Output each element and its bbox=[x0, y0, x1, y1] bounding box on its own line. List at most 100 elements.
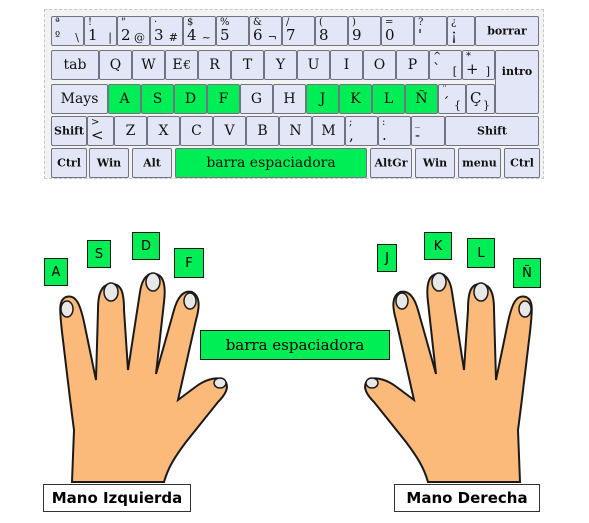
finger-label-left-index: F bbox=[174, 248, 204, 278]
key-row1-6: & 6 ¬ bbox=[249, 16, 282, 46]
key-spacebar: barra espaciadora bbox=[175, 148, 367, 178]
key-altgr-char: ~ bbox=[201, 31, 211, 44]
key-altgr-char: ¬ bbox=[267, 31, 277, 44]
key-row1-0: ª º \ bbox=[51, 16, 84, 46]
finger-label-right-middle: K bbox=[424, 232, 452, 260]
key-label: AltGr bbox=[374, 156, 408, 170]
key-label: Win bbox=[96, 156, 122, 170]
key-row3-3: F bbox=[207, 84, 240, 114]
key-label: H bbox=[283, 91, 296, 107]
key-menu: menu bbox=[458, 148, 501, 178]
key-label: R bbox=[209, 57, 220, 73]
key-top-char: % bbox=[220, 17, 230, 28]
key-top-char: ! bbox=[88, 17, 93, 28]
key-bottom-char: . bbox=[382, 126, 387, 144]
key-row3-4: G bbox=[240, 84, 273, 114]
key-top-char: * bbox=[466, 51, 471, 62]
key-top-char: > bbox=[91, 117, 100, 128]
key-bottom-char: + bbox=[466, 60, 479, 78]
key-bottom-char: 5 bbox=[220, 26, 230, 44]
right-fingernails bbox=[365, 272, 532, 389]
key-label: Alt bbox=[143, 156, 161, 170]
key-altgr: AltGr bbox=[370, 148, 412, 178]
key-row2-4: T bbox=[231, 50, 264, 80]
key-bottom-char: 6 bbox=[253, 26, 263, 44]
key-top-char: ( bbox=[319, 17, 323, 28]
key-top-char: ; bbox=[349, 117, 353, 128]
key-bottom-char: ` bbox=[433, 60, 441, 78]
key-row2-6: U bbox=[297, 50, 330, 80]
key-label: intro bbox=[501, 65, 533, 78]
key-row1-11: ? ' bbox=[414, 16, 447, 46]
key-row2-0: Q bbox=[99, 50, 132, 80]
key-row2-5: Y bbox=[264, 50, 297, 80]
key-top-char: ^ bbox=[433, 51, 442, 62]
key-row4-7: M bbox=[312, 116, 345, 146]
key-row3-5: H bbox=[273, 84, 306, 114]
key-label: U bbox=[307, 57, 320, 73]
key-label: T bbox=[242, 57, 253, 73]
key-win-left: Win bbox=[89, 148, 129, 178]
key-row3-2: D bbox=[174, 84, 207, 114]
key-row3-8: L bbox=[372, 84, 405, 114]
key-label: B bbox=[257, 123, 268, 139]
key-label: X bbox=[158, 123, 169, 139]
key-label: J bbox=[319, 91, 326, 107]
key-top-char: ? bbox=[418, 17, 424, 28]
key-bottom-char: < bbox=[91, 126, 104, 144]
key-label: Ctrl bbox=[510, 156, 534, 170]
key-row1-1: ! 1 | bbox=[84, 16, 117, 46]
key-label: tab bbox=[63, 57, 87, 73]
key-altgr-char: { bbox=[454, 99, 461, 112]
key-row4-4: V bbox=[213, 116, 246, 146]
key-bottom-char: 9 bbox=[352, 26, 362, 44]
key-ctrl-left: Ctrl bbox=[51, 148, 87, 178]
left-hand-label: Mano Izquierda bbox=[43, 484, 191, 512]
key-bottom-char: ¡ bbox=[451, 26, 458, 44]
key-label: Shift bbox=[54, 124, 84, 138]
key-row1-8: ( 8 bbox=[315, 16, 348, 46]
finger-label-right-ring: L bbox=[467, 238, 495, 268]
key-row3-9: Ñ bbox=[405, 84, 438, 114]
key-bottom-char: - bbox=[415, 126, 421, 144]
key-altgr-char: € bbox=[183, 58, 191, 72]
key-label: barra espaciadora bbox=[206, 155, 336, 171]
key-label: V bbox=[224, 123, 235, 139]
key-shift-left: Shift bbox=[51, 116, 87, 146]
key-altgr-char: # bbox=[168, 31, 178, 44]
key-altgr-char: [ bbox=[452, 65, 457, 78]
key-ctrl-right: Ctrl bbox=[504, 148, 540, 178]
key-row1-9: ) 9 bbox=[348, 16, 381, 46]
key-label: Shift bbox=[477, 124, 507, 138]
key-label: F bbox=[218, 91, 229, 107]
key-row3-11: Ç } bbox=[466, 84, 495, 114]
left-hand bbox=[59, 272, 228, 483]
key-row1-3: · 3 # bbox=[150, 16, 183, 46]
finger-label-left-pinky: A bbox=[44, 258, 68, 286]
key-label: Q bbox=[109, 57, 122, 73]
key-row4-10: _ - bbox=[411, 116, 445, 146]
key-row4-5: B bbox=[246, 116, 279, 146]
key-top-char: ) bbox=[352, 17, 356, 28]
key-row4-6: N bbox=[279, 116, 312, 146]
key-row2-8: O bbox=[363, 50, 396, 80]
key-label: W bbox=[141, 57, 156, 73]
key-row2-2: E € bbox=[165, 50, 198, 80]
key-row2-10: ^ ` [ bbox=[429, 50, 462, 80]
key-row3-1: S bbox=[141, 84, 174, 114]
key-bottom-char: ´ bbox=[442, 94, 450, 112]
key-row4-0: > < bbox=[87, 116, 114, 146]
left-fingernails bbox=[60, 272, 227, 389]
key-bottom-char: 1 bbox=[88, 26, 98, 44]
key-label: I bbox=[343, 57, 350, 73]
key-row4-9: : . bbox=[378, 116, 411, 146]
key-row3-10: ¨ ´ { bbox=[438, 84, 466, 114]
key-top-char: " bbox=[121, 17, 126, 28]
key-shift-right: Shift bbox=[445, 116, 539, 146]
right-hand bbox=[364, 272, 533, 483]
key-label: Ñ bbox=[415, 91, 428, 107]
key-label: menu bbox=[462, 156, 497, 170]
key-bottom-char: ' bbox=[418, 26, 423, 44]
finger-label-right-index: J bbox=[377, 244, 397, 272]
key-mays: Mays bbox=[51, 84, 108, 114]
